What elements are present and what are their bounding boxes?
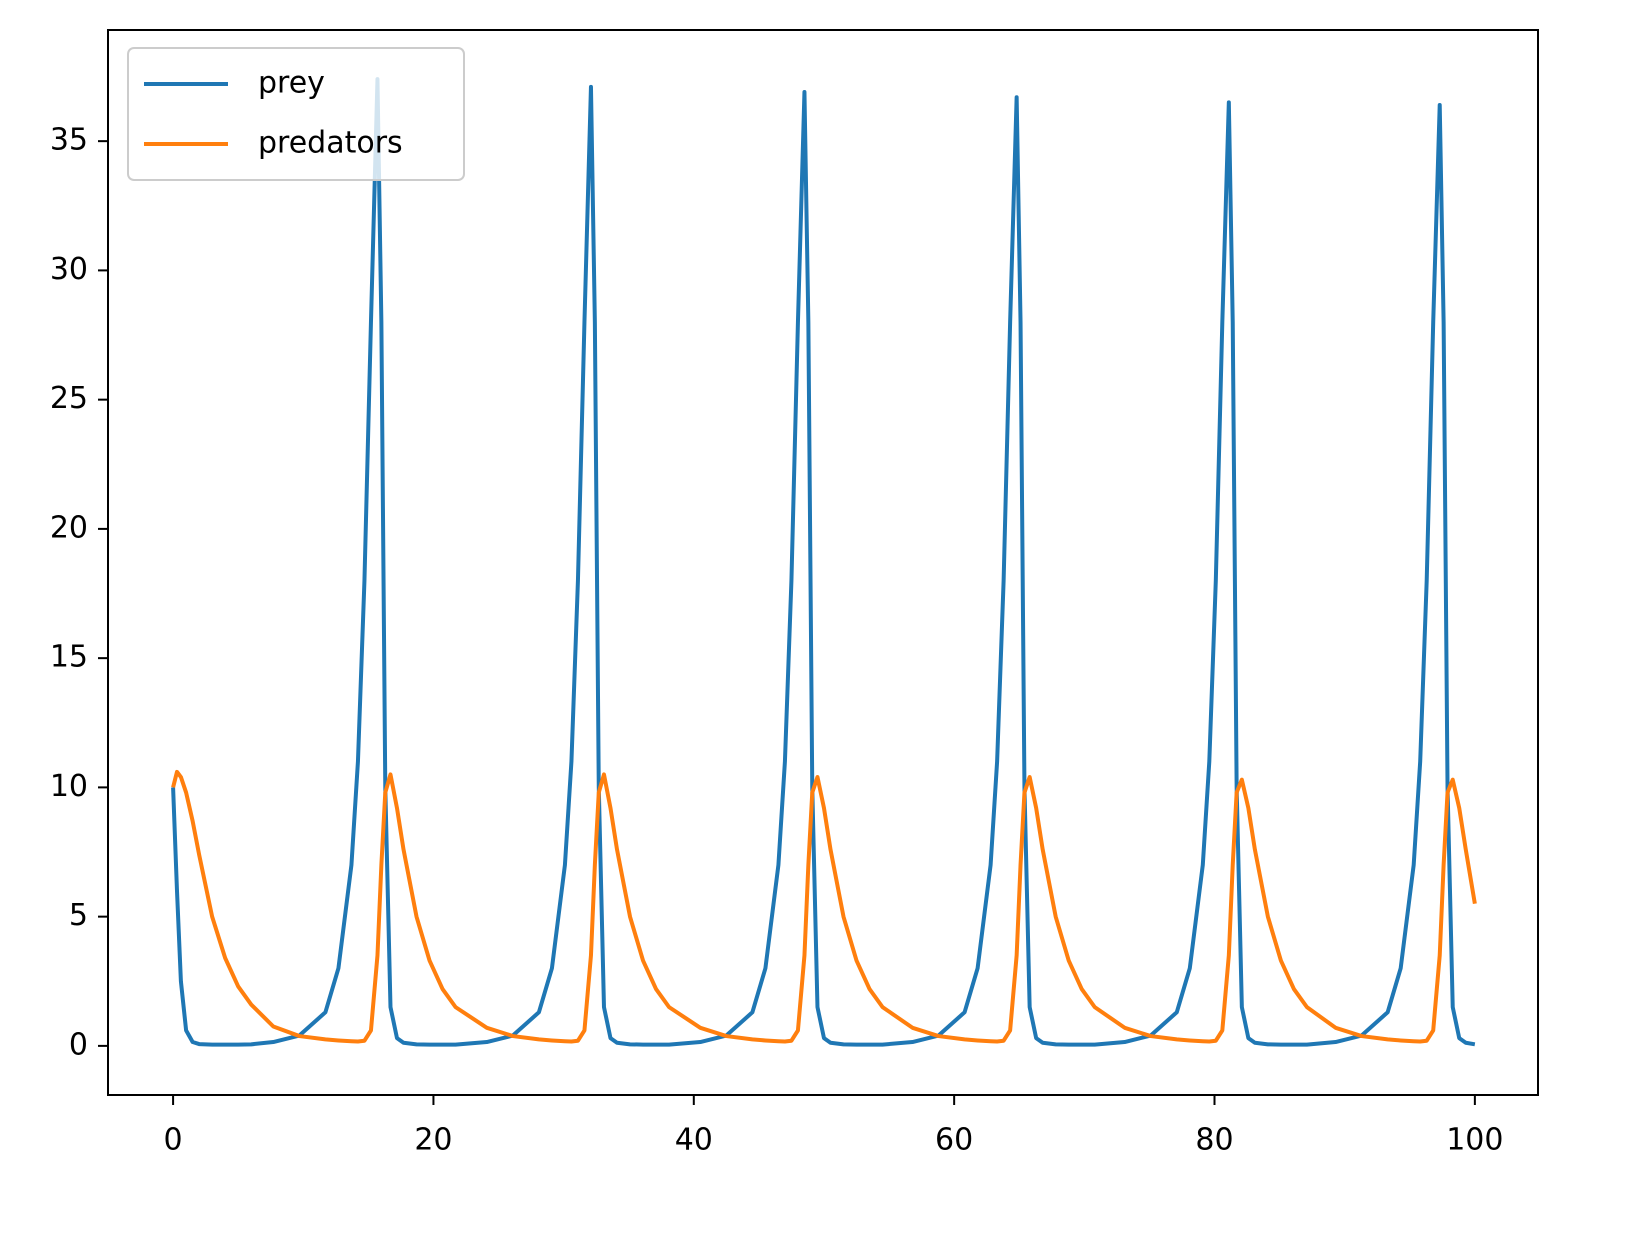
y-tick-label: 35	[50, 123, 88, 158]
series-line	[171, 77, 1476, 1047]
series-line	[171, 769, 1477, 1044]
y-tick-label: 0	[69, 1027, 88, 1062]
x-tick-label: 20	[414, 1123, 452, 1158]
x-tick-label: 60	[935, 1123, 973, 1158]
y-tick-label: 30	[50, 252, 88, 287]
legend-label: predators	[258, 126, 403, 161]
x-tick-label: 100	[1446, 1123, 1503, 1158]
y-tick-label: 20	[50, 510, 88, 545]
y-tick-label: 10	[50, 769, 88, 804]
y-tick-label: 5	[69, 898, 88, 933]
legend-label: prey	[258, 66, 325, 101]
y-tick-label: 15	[50, 640, 88, 675]
plot-frame	[107, 29, 1539, 1096]
x-tick-label: 0	[164, 1123, 183, 1158]
x-tick-label: 40	[675, 1123, 713, 1158]
y-tick-label: 25	[50, 381, 88, 416]
x-tick-label: 80	[1195, 1123, 1233, 1158]
legend-box	[127, 47, 465, 181]
